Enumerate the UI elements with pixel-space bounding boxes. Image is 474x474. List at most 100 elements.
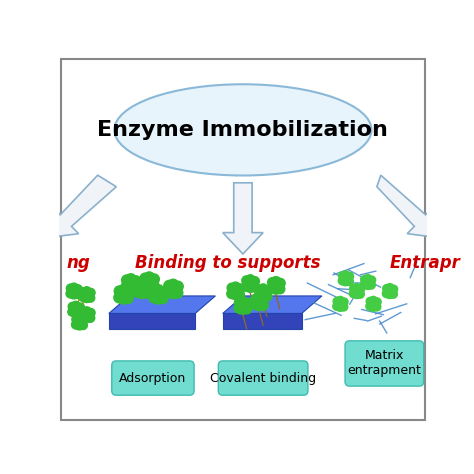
Circle shape	[361, 275, 369, 283]
Circle shape	[70, 283, 78, 292]
Circle shape	[75, 314, 84, 323]
Circle shape	[72, 315, 81, 324]
Circle shape	[373, 303, 381, 311]
Circle shape	[69, 304, 82, 317]
Circle shape	[259, 295, 269, 304]
Circle shape	[144, 272, 155, 283]
Circle shape	[349, 290, 357, 298]
Circle shape	[68, 308, 76, 316]
Circle shape	[80, 289, 93, 302]
Circle shape	[114, 292, 124, 303]
Circle shape	[158, 287, 169, 297]
Circle shape	[367, 299, 380, 311]
Circle shape	[258, 284, 268, 293]
Circle shape	[364, 274, 372, 283]
Circle shape	[333, 302, 341, 310]
Circle shape	[383, 290, 391, 298]
Circle shape	[362, 277, 374, 289]
Circle shape	[373, 298, 381, 306]
Polygon shape	[223, 183, 263, 254]
Circle shape	[346, 273, 354, 281]
Circle shape	[231, 282, 240, 292]
Circle shape	[275, 284, 285, 294]
Circle shape	[80, 310, 93, 323]
Circle shape	[367, 276, 375, 284]
Circle shape	[86, 314, 95, 322]
Circle shape	[75, 303, 84, 311]
Circle shape	[267, 278, 277, 287]
Circle shape	[251, 294, 261, 304]
Circle shape	[123, 277, 139, 293]
Circle shape	[251, 300, 260, 310]
Circle shape	[123, 293, 133, 303]
Circle shape	[149, 286, 160, 296]
Text: Covalent binding: Covalent binding	[210, 372, 316, 384]
Polygon shape	[109, 296, 215, 313]
Circle shape	[267, 283, 277, 293]
Circle shape	[73, 290, 82, 299]
Circle shape	[356, 285, 365, 293]
Circle shape	[360, 281, 368, 289]
Circle shape	[79, 288, 88, 296]
Circle shape	[68, 302, 77, 311]
Circle shape	[122, 275, 132, 285]
Circle shape	[269, 280, 283, 294]
Circle shape	[366, 297, 374, 305]
Circle shape	[340, 303, 348, 311]
Circle shape	[75, 308, 84, 317]
Circle shape	[243, 278, 258, 292]
Circle shape	[82, 307, 91, 315]
Circle shape	[336, 296, 344, 304]
Circle shape	[342, 271, 350, 279]
Circle shape	[250, 277, 259, 286]
Circle shape	[259, 301, 268, 310]
Circle shape	[252, 296, 267, 310]
Circle shape	[256, 287, 271, 301]
Circle shape	[246, 275, 255, 284]
Circle shape	[383, 284, 391, 292]
FancyBboxPatch shape	[219, 361, 308, 395]
Circle shape	[130, 282, 141, 292]
Circle shape	[164, 287, 174, 297]
Text: Enzyme Immobilization: Enzyme Immobilization	[98, 120, 388, 140]
Circle shape	[338, 277, 346, 285]
Circle shape	[66, 284, 75, 292]
Circle shape	[164, 281, 174, 291]
Circle shape	[141, 275, 157, 291]
Polygon shape	[377, 175, 438, 237]
Polygon shape	[109, 313, 195, 329]
Circle shape	[79, 293, 88, 301]
Circle shape	[173, 281, 183, 292]
Circle shape	[72, 320, 80, 329]
Circle shape	[242, 304, 252, 314]
Circle shape	[389, 290, 397, 298]
Circle shape	[158, 293, 168, 303]
Circle shape	[79, 308, 88, 316]
Polygon shape	[223, 313, 301, 329]
Circle shape	[173, 288, 183, 298]
Circle shape	[386, 283, 394, 292]
Circle shape	[132, 287, 143, 297]
Circle shape	[118, 285, 129, 295]
Circle shape	[126, 274, 136, 284]
Circle shape	[383, 286, 396, 299]
Circle shape	[235, 290, 245, 299]
Circle shape	[137, 279, 147, 290]
Circle shape	[255, 285, 264, 294]
Circle shape	[243, 299, 252, 308]
Circle shape	[227, 283, 237, 292]
Circle shape	[236, 300, 250, 314]
Circle shape	[139, 280, 150, 290]
Circle shape	[165, 283, 181, 299]
Circle shape	[356, 290, 365, 298]
FancyBboxPatch shape	[345, 341, 424, 386]
Circle shape	[66, 289, 74, 298]
Circle shape	[369, 296, 377, 304]
Circle shape	[150, 288, 166, 304]
Circle shape	[263, 292, 272, 301]
Circle shape	[367, 281, 375, 289]
Circle shape	[227, 289, 237, 299]
Circle shape	[340, 298, 348, 306]
Circle shape	[123, 287, 134, 297]
Circle shape	[228, 285, 243, 300]
